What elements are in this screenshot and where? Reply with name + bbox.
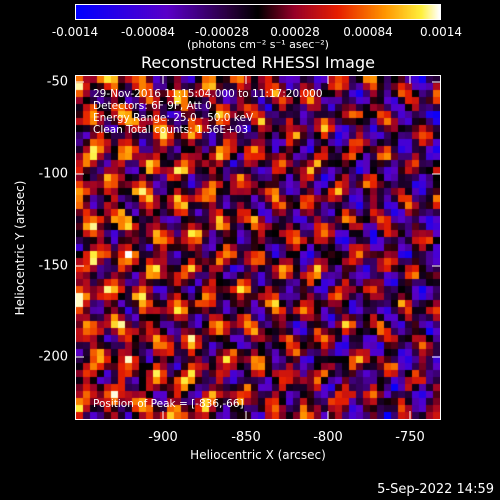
colorbar-unit-label: (photons cm⁻² s⁻¹ asec⁻²) xyxy=(187,38,329,51)
colorbar-tick-label: 0.00084 xyxy=(343,25,393,39)
y-tick-label: -200 xyxy=(38,349,68,365)
colorbar-tick-label: -0.00028 xyxy=(195,25,249,39)
datestamp: 5-Sep-2022 14:59 xyxy=(377,482,494,497)
y-tick-label: -150 xyxy=(38,258,68,274)
annotation-detectors: Detectors: 6F 9F, Att 0 xyxy=(93,100,212,112)
x-tick-label: -850 xyxy=(231,430,261,445)
annotation-time-range: 29-Nov-2016 11:15:04.000 to 11:17:20.000 xyxy=(93,88,323,100)
x-tick-label: -800 xyxy=(313,430,343,445)
colorbar-tick-label: 0.00028 xyxy=(270,25,320,39)
y-tick-label: -100 xyxy=(38,166,68,182)
annotation-clean-counts: Clean Total counts: 1.56E+03 xyxy=(93,124,249,136)
x-tick-label: -900 xyxy=(148,430,178,445)
annotation-peak-position: Position of Peak = [-836,-66] xyxy=(93,398,244,410)
x-axis-label: Heliocentric X (arcsec) xyxy=(190,448,326,462)
annotation-energy-range: Energy Range: 25.0 - 50.0 keV xyxy=(93,112,254,124)
x-tick-label: -750 xyxy=(395,430,425,445)
colorbar xyxy=(75,4,441,20)
colorbar-tick-label: -0.0014 xyxy=(51,25,99,39)
colorbar-tick-label: 0.0014 xyxy=(420,25,462,39)
plot-frame xyxy=(75,75,441,420)
colorbar-tick-label: -0.00084 xyxy=(121,25,175,39)
heatmap-image xyxy=(76,76,440,419)
y-axis-label: Heliocentric Y (arcsec) xyxy=(13,180,27,316)
plot-title: Reconstructed RHESSI Image xyxy=(141,53,375,72)
y-tick-label: -50 xyxy=(46,74,68,90)
